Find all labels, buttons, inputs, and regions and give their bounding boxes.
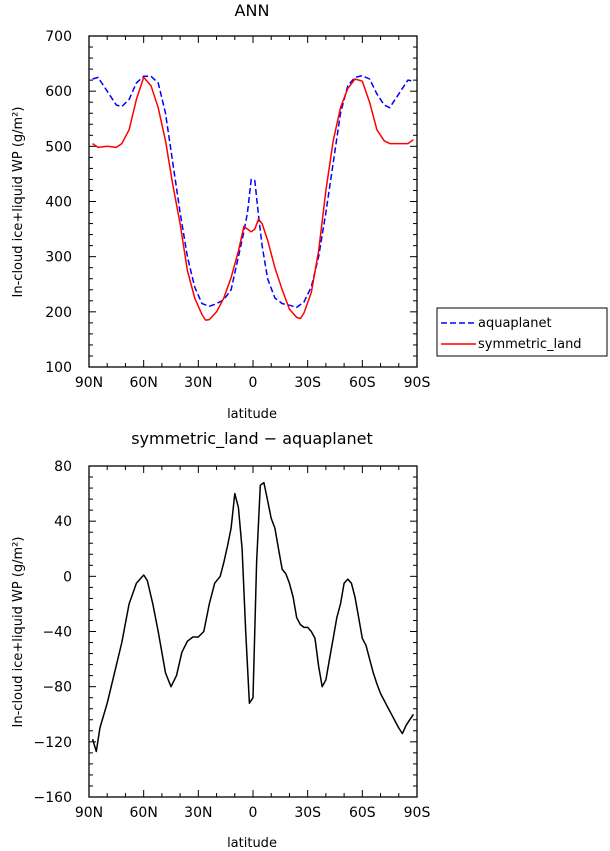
y-tick-label: −80 bbox=[42, 680, 72, 696]
x-tick-label: 60S bbox=[349, 375, 376, 391]
top-series-group bbox=[92, 74, 414, 321]
x-tick-label: 30S bbox=[294, 805, 321, 821]
y-tick-label: 500 bbox=[45, 139, 72, 155]
y-tick-label: 600 bbox=[45, 84, 72, 100]
x-tick-label: 90N bbox=[75, 805, 103, 821]
y-tick-label: 700 bbox=[45, 29, 72, 45]
bottom-x-axis-label: latitude bbox=[227, 836, 277, 851]
y-tick-label: −120 bbox=[34, 735, 72, 751]
y-tick-label: 100 bbox=[45, 360, 72, 376]
y-tick-label: 80 bbox=[54, 459, 72, 475]
bottom-axis-ticks: 90N 60N 30N 0 30S 60S 90S −160 −120 −80 −40 0 40 80 bbox=[34, 459, 431, 821]
series-line-symmetric-land bbox=[92, 76, 414, 321]
y-tick-label: 300 bbox=[45, 250, 72, 266]
x-tick-label: 30N bbox=[184, 375, 212, 391]
x-tick-label: 0 bbox=[249, 375, 258, 391]
bottom-series-group bbox=[91, 481, 415, 753]
y-tick-label: 40 bbox=[54, 514, 72, 530]
bottom-y-axis-label: In-cloud ice+liquid WP (g/m²) bbox=[11, 537, 26, 728]
legend-label-aquaplanet: aquaplanet bbox=[478, 316, 552, 331]
x-tick-label: 60N bbox=[130, 375, 158, 391]
y-tick-label: 200 bbox=[45, 305, 72, 321]
bottom-plot-frame bbox=[88, 465, 418, 798]
x-tick-label: 60S bbox=[349, 805, 376, 821]
legend-box bbox=[436, 307, 608, 357]
top-axis-ticks: 90N 60N 30N 0 30S 60S 90S 100 200 300 400 500 600 700 bbox=[45, 29, 430, 391]
y-tick-label: 400 bbox=[45, 195, 72, 211]
x-tick-label: 90S bbox=[404, 805, 431, 821]
series-line-difference bbox=[91, 481, 415, 753]
top-x-axis-label: latitude bbox=[227, 407, 277, 422]
top-panel-title: ANN bbox=[235, 1, 270, 20]
bottom-panel: symmetric_land − aquaplanet 90N 60N 30N 0 30… bbox=[11, 429, 430, 851]
y-tick-label: −160 bbox=[34, 790, 72, 806]
top-panel: ANN 90N 60N 30N 0 30S 60S 90S 100 200 300 400 500 60… bbox=[11, 1, 608, 422]
y-tick-label: 0 bbox=[63, 569, 72, 585]
top-plot-frame bbox=[88, 35, 418, 368]
x-tick-label: 0 bbox=[249, 805, 258, 821]
x-tick-label: 30S bbox=[294, 375, 321, 391]
top-y-axis-label: In-cloud ice+liquid WP (g/m²) bbox=[11, 107, 26, 298]
legend-label-symmetric-land: symmetric_land bbox=[478, 337, 582, 352]
y-tick-label: −40 bbox=[42, 625, 72, 641]
bottom-panel-title: symmetric_land − aquaplanet bbox=[131, 429, 373, 449]
series-line-aquaplanet bbox=[92, 74, 414, 309]
x-tick-label: 90S bbox=[404, 375, 431, 391]
legend: aquaplanet symmetric_land bbox=[436, 307, 608, 357]
x-tick-label: 90N bbox=[75, 375, 103, 391]
x-tick-label: 30N bbox=[184, 805, 212, 821]
x-tick-label: 60N bbox=[130, 805, 158, 821]
